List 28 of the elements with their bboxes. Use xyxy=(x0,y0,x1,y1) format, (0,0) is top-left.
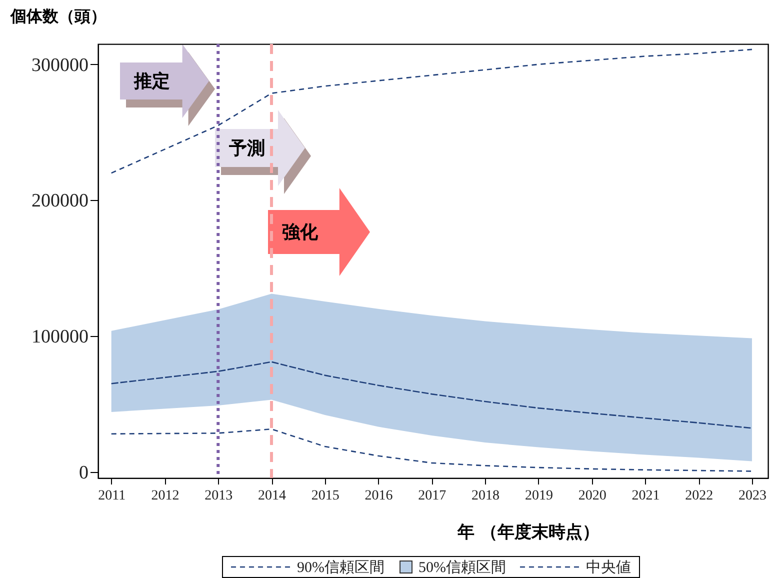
x-tick-label: 2016 xyxy=(364,488,393,504)
y-tick-label: 100000 xyxy=(32,326,88,348)
line-series xyxy=(110,48,753,174)
x-tick-label: 2013 xyxy=(204,488,233,504)
x-tick-label: 2018 xyxy=(472,488,500,504)
x-tick-label: 2021 xyxy=(632,488,660,504)
line-series xyxy=(110,428,753,472)
y-tick-label: 0 xyxy=(79,462,88,484)
y-tick-label: 300000 xyxy=(32,54,88,76)
x-tick-label: 2012 xyxy=(151,488,180,504)
legend-label: 中央値 xyxy=(586,558,631,576)
x-tick-label: 2023 xyxy=(738,488,766,504)
x-tick-label: 2011 xyxy=(98,488,126,504)
x-tick-label: 2014 xyxy=(258,488,286,504)
x-tick-label: 2022 xyxy=(685,488,714,504)
annotation: 強化 xyxy=(282,221,318,244)
x-tick-label: 2019 xyxy=(524,488,553,504)
text: 50%信頼区間 xyxy=(418,558,506,576)
annotation: 推定 xyxy=(134,70,170,93)
x-axis-title: 年 （年度末時点） xyxy=(456,522,600,542)
legend-label: 90%信頼区間 xyxy=(297,558,384,576)
annotation: 予測 xyxy=(229,137,265,160)
line-series xyxy=(110,361,753,429)
x-tick-label: 2017 xyxy=(418,488,446,504)
y-axis-title: 個体数（頭） xyxy=(10,6,106,26)
x-tick-label: 2015 xyxy=(311,488,340,504)
x-tick-label: 2020 xyxy=(578,488,606,504)
y-tick-label: 200000 xyxy=(32,190,88,212)
